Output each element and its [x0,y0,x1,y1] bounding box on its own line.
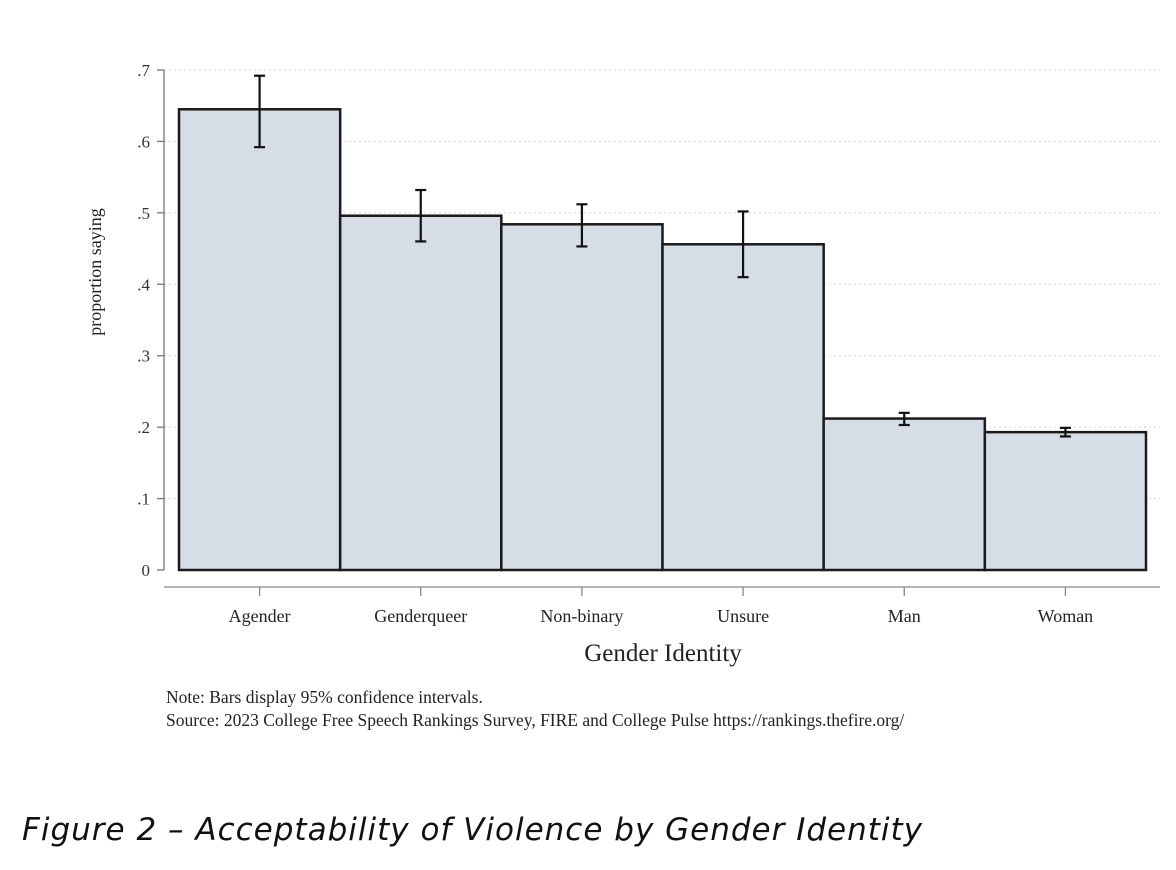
y-tick-label: .6 [137,132,150,151]
x-tick-label: Unsure [717,606,769,626]
x-tick-label: Agender [229,606,291,626]
x-tick-label: Woman [1038,606,1094,626]
x-tick-label: Man [888,606,921,626]
bar [661,243,825,572]
y-tick-label: .4 [137,275,150,294]
y-tick-label: .7 [137,61,150,80]
figure-caption: Figure 2 – Acceptability of Violence by … [22,812,924,848]
x-axis-title: Gender Identity [584,640,742,667]
bar [338,214,503,572]
error-bars [254,74,1071,438]
y-axis-title: proportion saying [85,208,105,336]
y-tick-label: .1 [137,490,150,509]
note-line: Note: Bars display 95% confidence interv… [166,687,483,707]
y-tick-label: .2 [137,418,150,437]
x-tick-label: Genderqueer [374,606,467,626]
y-tick-label: 0 [142,561,151,580]
axes: 0 .1 .2 .3 .4 .5 .6 .7 Agender Genderqueer Non-bin… [137,61,1160,626]
chart-svg: 0 .1 .2 .3 .4 .5 .6 .7 Agender Genderqueer Non-bin… [85,61,1160,730]
y-tick-label: .3 [137,347,150,366]
y-tick-label: .5 [137,204,150,223]
bar [500,223,664,572]
source-line: Source: 2023 College Free Speech Ranking… [166,710,904,730]
x-tick-label: Non-binary [540,606,623,626]
bar [983,430,1148,572]
bar [177,108,342,572]
bar [822,417,987,572]
bars [177,108,1148,572]
bar-chart-figure: 0 .1 .2 .3 .4 .5 .6 .7 Agender Genderqueer Non-bin… [85,61,1160,730]
